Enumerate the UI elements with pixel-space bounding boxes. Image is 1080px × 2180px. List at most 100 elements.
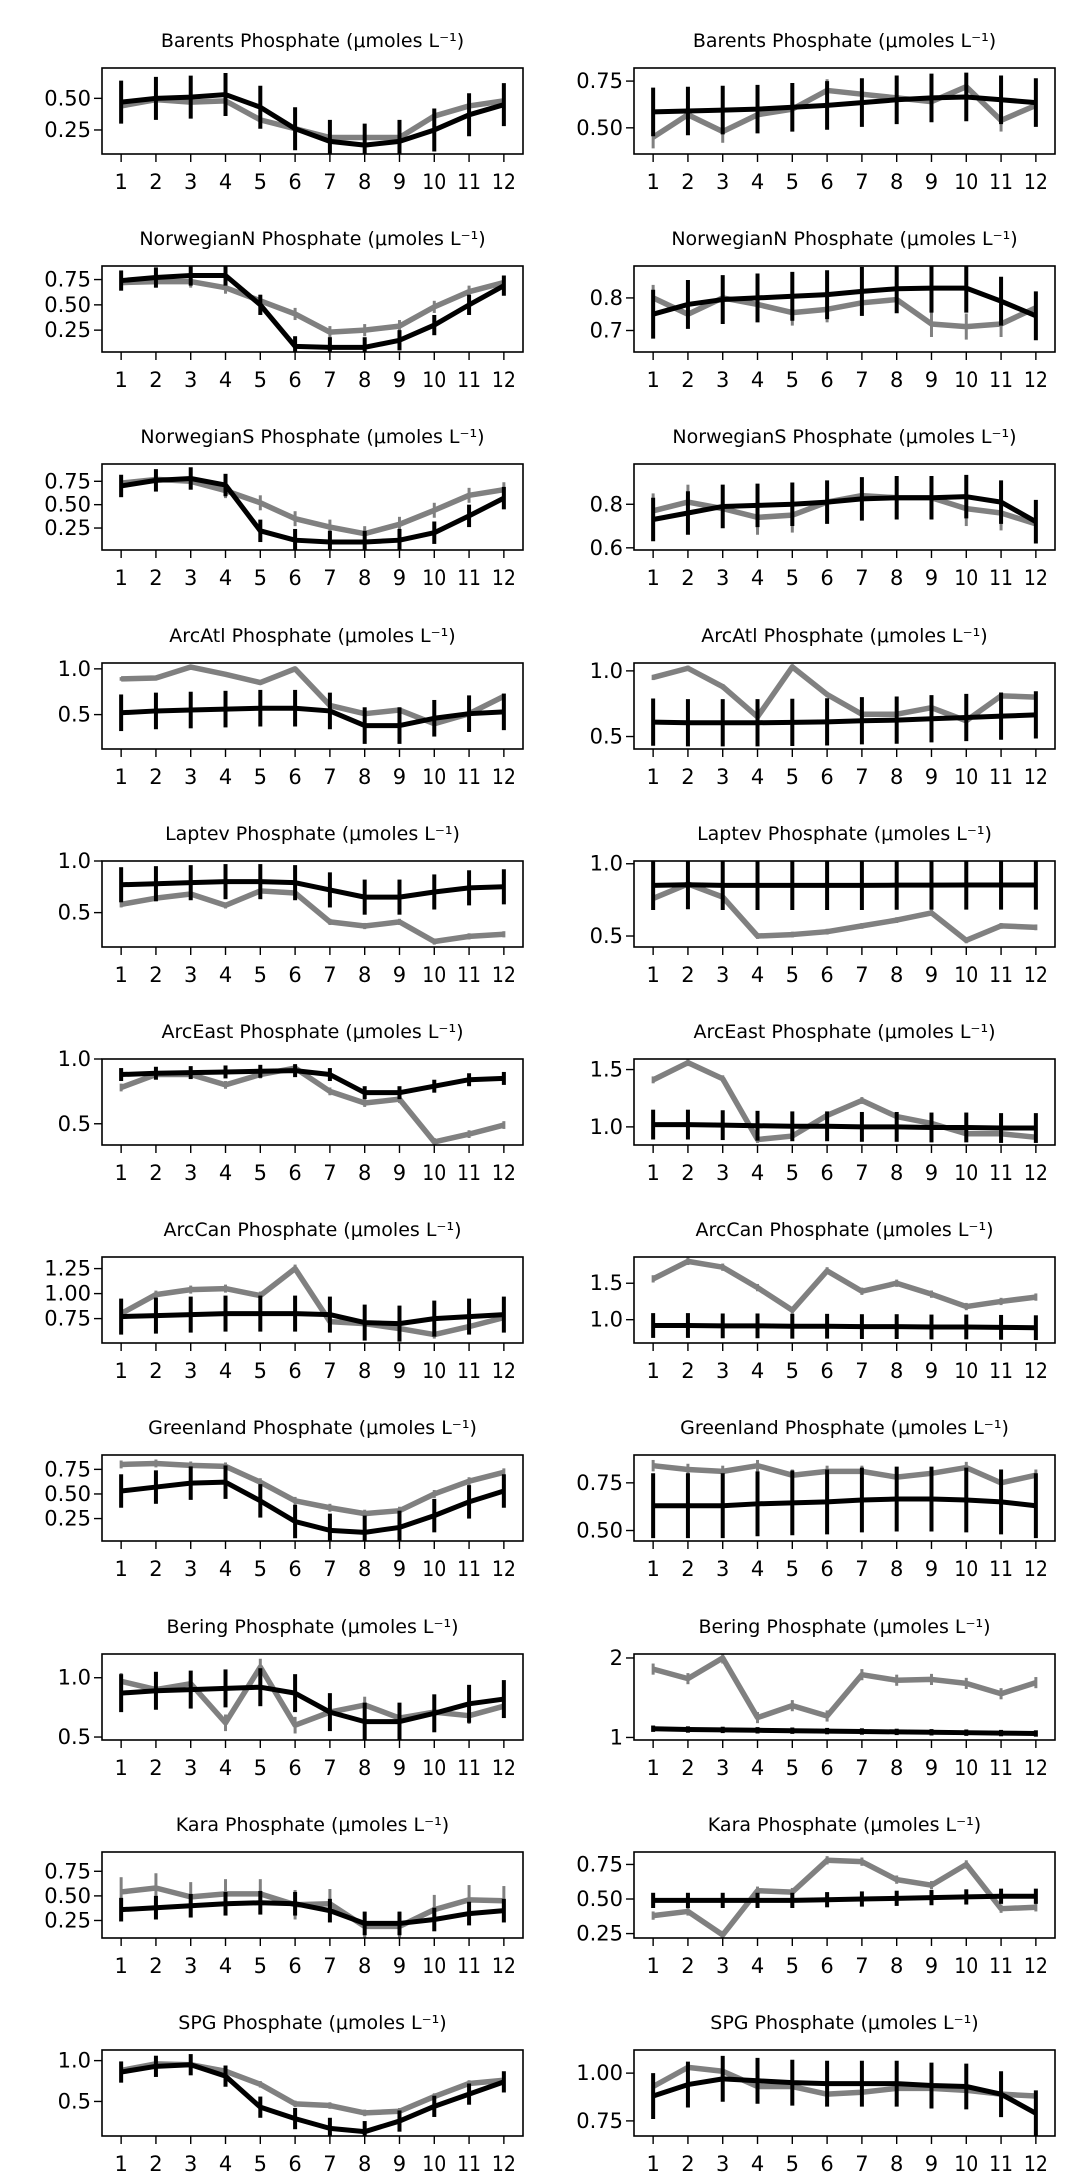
subplot: ArcAtl Phosphate (μmoles L⁻¹) 1 2 3 4 5 6 7 8 9 10… xyxy=(0,595,540,793)
x-tick-label: 6 xyxy=(288,963,301,987)
x-tick-label: 6 xyxy=(288,1359,301,1383)
plot-area xyxy=(651,860,1038,944)
x-tick-label: 10 xyxy=(954,1756,978,1780)
axes-frame xyxy=(101,1850,524,1939)
plot-area xyxy=(651,1855,1038,1938)
plot-area xyxy=(651,1653,1038,1737)
black-series-line xyxy=(120,92,505,148)
x-tick-label: 9 xyxy=(393,1161,406,1185)
gray-series-line xyxy=(120,96,505,141)
y-tick-label: 0.5 xyxy=(590,724,623,748)
subplot-axes: 1 2 3 4 5 6 7 8 9 10 11 121.01.5 xyxy=(590,1256,1056,1383)
x-tick-label: 1 xyxy=(114,170,127,194)
black-series-line xyxy=(653,1323,1036,1331)
x-tick-label: 11 xyxy=(989,170,1013,194)
x-tick-label: 9 xyxy=(925,2152,938,2176)
gray-series-line xyxy=(651,83,1037,140)
x-tick-label: 4 xyxy=(219,2152,232,2176)
x-tick-label: 9 xyxy=(393,1359,406,1383)
x-tick-label: 4 xyxy=(219,765,232,789)
subplot-axes: 1 2 3 4 5 6 7 8 9 10 11 120.250.500.75 xyxy=(576,1850,1056,1978)
subplot: Bering Phosphate (μmoles L⁻¹) 1 2 3 4 5 6 7 8 9 10… xyxy=(540,1586,1080,1784)
x-tick-label: 3 xyxy=(716,1557,729,1581)
x-tick-label: 4 xyxy=(219,1359,232,1383)
x-tick-label: 12 xyxy=(492,2152,516,2176)
y-tick-label: 1.0 xyxy=(590,852,623,876)
axes-frame xyxy=(633,859,1056,948)
axes-frame xyxy=(633,2049,1056,2137)
x-tick-label: 3 xyxy=(184,1557,197,1581)
plot-area xyxy=(651,475,1038,544)
x-tick-label: 2 xyxy=(681,2152,694,2176)
x-tick-label: 4 xyxy=(751,1756,764,1780)
x-tick-label: 3 xyxy=(716,1756,729,1780)
x-tick-label: 4 xyxy=(751,2152,764,2176)
x-tick-label: 10 xyxy=(422,765,446,789)
x-tick-label: 4 xyxy=(219,170,232,194)
axes-frame xyxy=(101,661,524,750)
y-tick-label: 0.25 xyxy=(44,318,91,342)
y-tick-label: 2 xyxy=(610,1646,623,1670)
subplot: Greenland Phosphate (μmoles L⁻¹) 1 2 3 4 5 6 7 8… xyxy=(540,1387,1080,1585)
x-tick-label: 3 xyxy=(184,2152,197,2176)
x-tick-label: 5 xyxy=(786,963,799,987)
x-tick-label: 3 xyxy=(716,765,729,789)
x-tick-label: 2 xyxy=(681,765,694,789)
x-tick-label: 10 xyxy=(422,1359,446,1383)
x-tick-label: 8 xyxy=(890,1954,903,1978)
y-tick-label: 0.50 xyxy=(576,1887,623,1911)
y-tick-label: 1 xyxy=(610,1725,623,1749)
x-tick-label: 9 xyxy=(393,1557,406,1581)
black-series-line xyxy=(120,1480,505,1536)
x-tick-label: 1 xyxy=(114,1161,127,1185)
x-tick-label: 8 xyxy=(890,1161,903,1185)
x-tick-label: 7 xyxy=(855,1954,868,1978)
subplot-title: Kara Phosphate (μmoles L⁻¹) xyxy=(707,1813,982,1836)
x-tick-label: 4 xyxy=(219,1161,232,1185)
x-tick-label: 6 xyxy=(288,1161,301,1185)
subplot-axes: 1 2 3 4 5 6 7 8 9 10 11 120.250.500.75 xyxy=(44,463,524,590)
x-tick-label: 5 xyxy=(786,566,799,590)
x-tick-label: 8 xyxy=(890,963,903,987)
x-tick-label: 2 xyxy=(149,1954,162,1978)
x-tick-label: 2 xyxy=(149,170,162,194)
gray-series-line xyxy=(652,663,1036,724)
x-tick-label: 8 xyxy=(890,2152,903,2176)
axes-frame xyxy=(633,1256,1056,1344)
subplot-axes: 1 2 3 4 5 6 7 8 9 10 11 120.51.0 xyxy=(58,1047,524,1185)
x-tick-label: 12 xyxy=(1024,963,1048,987)
black-series-line xyxy=(120,2062,505,2135)
x-tick-label: 6 xyxy=(820,2152,833,2176)
subplot-title: Barents Phosphate (μmoles L⁻¹) xyxy=(160,30,465,52)
axes-frame xyxy=(101,1256,524,1344)
x-tick-label: 6 xyxy=(820,1756,833,1780)
subplot-title: ArcAtl Phosphate (μmoles L⁻¹) xyxy=(169,624,456,647)
y-tick-label: 0.5 xyxy=(58,1725,91,1749)
x-tick-label: 4 xyxy=(219,368,232,392)
y-tick-label: 0.8 xyxy=(590,286,623,310)
x-tick-label: 5 xyxy=(786,1359,799,1383)
x-tick-label: 5 xyxy=(786,1954,799,1978)
x-tick-label: 11 xyxy=(989,1557,1013,1581)
subplot: SPG Phosphate (μmoles L⁻¹) 1 2 3 4 5 6 7 8 9 10 11 1… xyxy=(0,1982,540,2180)
x-tick-label: 10 xyxy=(954,170,978,194)
subplot-axes: 1 2 3 4 5 6 7 8 9 10 11 120.250.50 xyxy=(44,67,524,194)
x-tick-label: 9 xyxy=(393,170,406,194)
x-tick-label: 8 xyxy=(358,765,371,789)
subplot-title: Laptev Phosphate (μmoles L⁻¹) xyxy=(165,822,460,845)
x-tick-label: 2 xyxy=(149,2152,162,2176)
subplot-title: ArcEast Phosphate (μmoles L⁻¹) xyxy=(693,1021,996,1043)
x-tick-label: 9 xyxy=(925,963,938,987)
y-tick-label: 0.6 xyxy=(590,536,623,560)
x-tick-label: 8 xyxy=(358,170,371,194)
x-tick-label: 2 xyxy=(681,1954,694,1978)
x-tick-label: 3 xyxy=(184,1756,197,1780)
x-tick-label: 11 xyxy=(457,963,481,987)
x-tick-label: 11 xyxy=(457,1756,481,1780)
black-series-line xyxy=(652,2076,1038,2116)
gray-series-line xyxy=(121,663,506,727)
x-tick-label: 9 xyxy=(925,1161,938,1185)
x-tick-label: 7 xyxy=(323,963,336,987)
x-tick-label: 1 xyxy=(646,170,659,194)
x-tick-label: 10 xyxy=(954,1557,978,1581)
